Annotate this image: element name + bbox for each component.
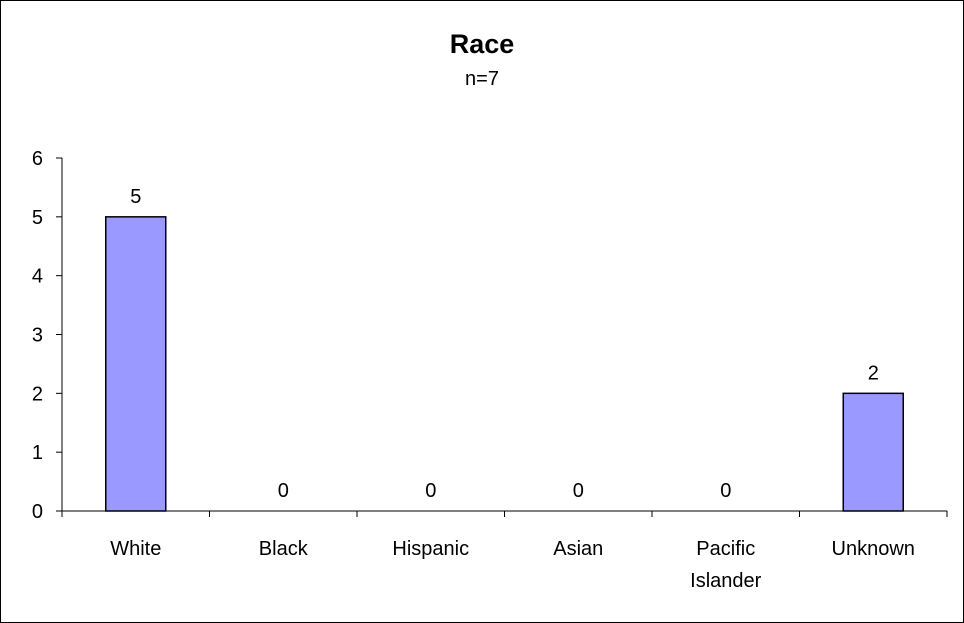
- bars: [105, 216, 904, 512]
- bar: [842, 392, 904, 512]
- axes: 0 1 2 3 4 5 6: [32, 148, 948, 523]
- data-labels: 5 0 0 0 0 2: [130, 186, 879, 502]
- data-label: 0: [425, 480, 436, 502]
- y-tick-label: 6: [32, 148, 43, 170]
- y-tick-label: 1: [32, 442, 43, 464]
- chart-subtitle: n=7: [465, 68, 499, 90]
- y-tick-label: 2: [32, 383, 43, 405]
- category-label: Asian: [553, 538, 603, 560]
- data-label: 5: [130, 186, 141, 208]
- y-tick-label: 4: [32, 266, 43, 288]
- bar: [105, 216, 167, 512]
- y-tick-label: 0: [32, 501, 43, 523]
- data-label: 0: [720, 480, 731, 502]
- category-label: Hispanic: [392, 538, 469, 560]
- data-label: 0: [573, 480, 584, 502]
- category-label: White: [110, 538, 161, 560]
- data-label: 2: [868, 362, 879, 384]
- data-label: 0: [278, 480, 289, 502]
- category-label: Unknown: [832, 538, 915, 560]
- chart-title: Race: [450, 29, 515, 59]
- y-tick-label: 5: [32, 207, 43, 229]
- category-label: Black: [259, 538, 309, 560]
- y-tick-label: 3: [32, 325, 43, 347]
- category-labels: White Black Hispanic Asian Pacific Islander Un…: [110, 538, 915, 592]
- category-label: Pacific Islander: [690, 538, 761, 592]
